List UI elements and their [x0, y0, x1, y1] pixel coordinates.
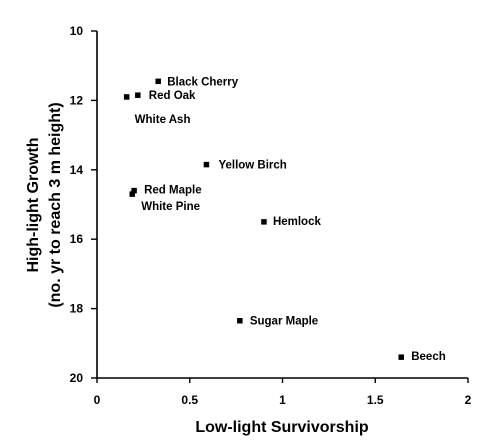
data-point-marker — [123, 94, 130, 100]
data-point-label: White Ash — [135, 114, 191, 126]
y-tick-label: 12 — [70, 93, 84, 107]
data-point-marker — [135, 92, 141, 98]
y-tick-label: 10 — [70, 24, 84, 38]
data-points — [123, 78, 404, 360]
data-point-label: Black Cherry — [167, 76, 239, 88]
x-axis-title: Low-light Survivorship — [195, 419, 369, 436]
y-tick-label: 14 — [70, 163, 84, 177]
y-axis-title-line-1: High-light Growth — [25, 137, 42, 272]
data-point-labels: Black Cherry Red Oak White Ash Yellow Birch… — [135, 76, 446, 363]
data-point-marker — [398, 354, 404, 360]
x-tick-label: 1 — [279, 393, 286, 407]
y-axis-ticks: 10 12 14 16 18 20 — [70, 24, 97, 385]
y-tick-label: 16 — [70, 232, 84, 246]
y-tick-label: 20 — [70, 371, 84, 385]
x-tick-label: 2 — [465, 393, 472, 407]
data-point-marker — [261, 219, 267, 225]
x-axis-ticks: 0 0.5 1 1.5 2 — [94, 378, 472, 407]
data-point-marker — [237, 317, 243, 324]
data-point-marker — [203, 161, 210, 168]
data-point-label: Yellow Birch — [218, 160, 286, 172]
y-tick-label: 18 — [70, 302, 84, 316]
data-point-label: Hemlock — [273, 216, 322, 228]
data-point-label: Red Maple — [144, 185, 202, 197]
x-tick-label: 0 — [94, 393, 101, 407]
data-point-label: White Pine — [141, 201, 200, 213]
data-point-marker — [129, 191, 135, 197]
data-point-marker — [155, 78, 161, 85]
y-axis-title-line-2: (no. yr to reach 3 m height) — [47, 102, 64, 307]
data-point-label: Sugar Maple — [250, 316, 318, 328]
data-point-label: Beech — [411, 351, 446, 363]
x-tick-label: 1.5 — [367, 393, 384, 407]
data-point-label: Red Oak — [149, 90, 196, 102]
x-tick-label: 0.5 — [181, 393, 198, 407]
data-point-marker — [131, 187, 137, 194]
